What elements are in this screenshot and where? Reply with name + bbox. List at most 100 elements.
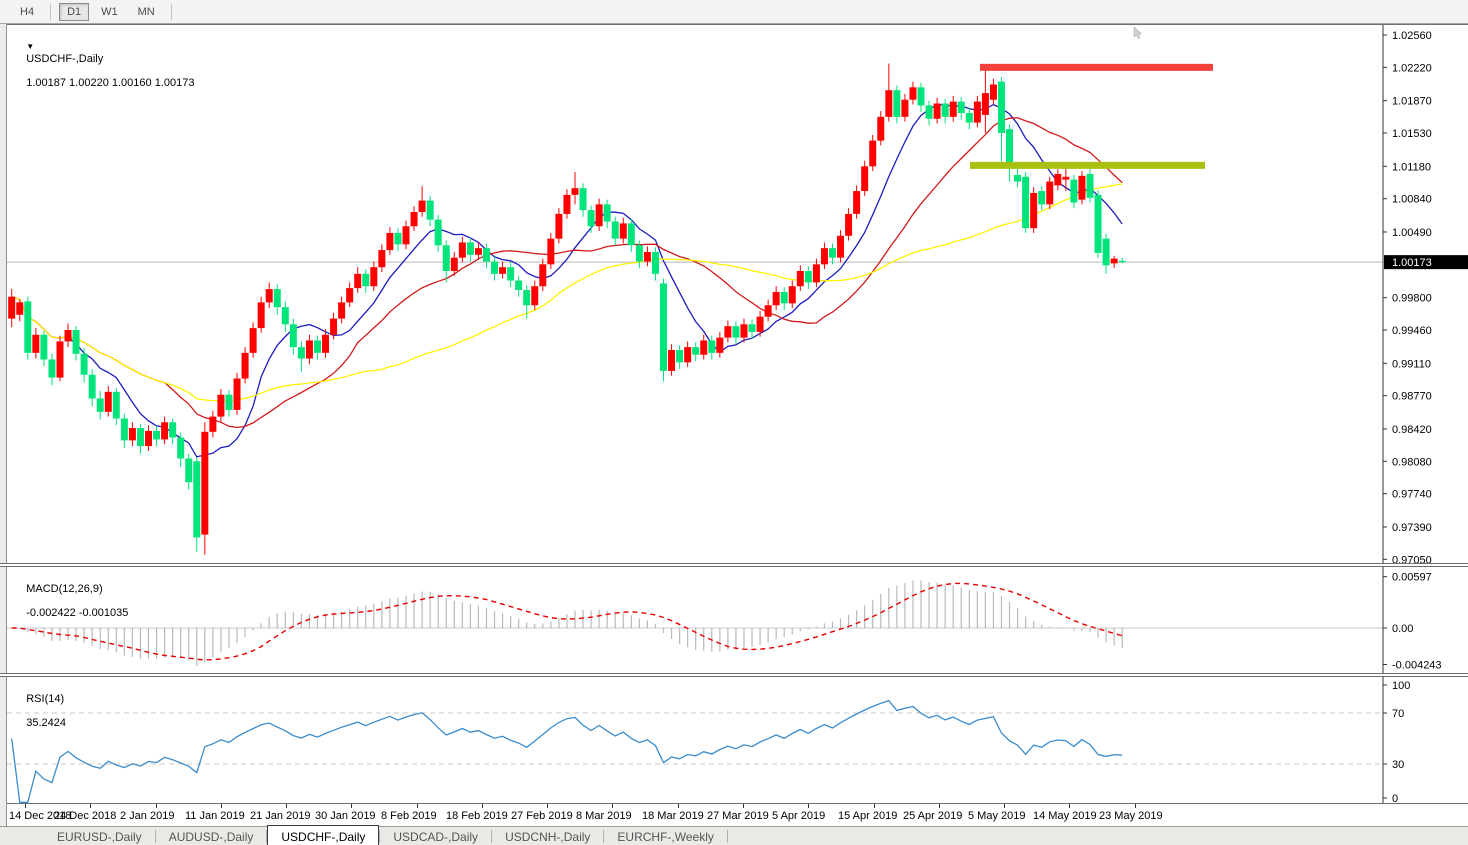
candle-body xyxy=(925,105,933,119)
resistance-line[interactable] xyxy=(980,63,1213,71)
candle-body xyxy=(474,248,482,255)
toolbar-button-d1[interactable]: D1 xyxy=(59,2,90,21)
candle-body xyxy=(161,422,169,440)
candle-body xyxy=(547,238,555,265)
candle-body xyxy=(1110,258,1118,264)
candle-body xyxy=(386,232,394,251)
date-label: 15 Apr 2019 xyxy=(838,810,898,822)
toolbar-button-w1[interactable]: W1 xyxy=(101,5,118,18)
ma-medium-line xyxy=(11,117,1123,429)
support-line[interactable] xyxy=(970,161,1205,169)
candle-body xyxy=(16,302,24,315)
tab-usdcnh[interactable]: USDCNH-,Daily xyxy=(505,830,591,844)
rsi-axis-label: 0 xyxy=(1392,793,1398,803)
candle-body xyxy=(595,204,603,227)
date-label: 5 May 2019 xyxy=(968,810,1026,822)
candle-body xyxy=(225,394,233,410)
price-tick-label: 0.98420 xyxy=(1392,424,1432,436)
tab-separator xyxy=(491,829,493,843)
candle-body xyxy=(563,194,571,214)
candle-body xyxy=(104,391,112,412)
date-tick xyxy=(743,804,744,808)
candle-body xyxy=(112,391,120,419)
date-label: 14 Dec 2018 xyxy=(9,810,72,822)
date-label: 8 Feb 2019 xyxy=(381,810,437,822)
candle-body xyxy=(973,101,981,123)
candle-body xyxy=(788,286,796,304)
panel-splitter-macd[interactable] xyxy=(0,563,1468,567)
candle-body xyxy=(812,264,820,283)
date-tick xyxy=(874,804,875,808)
candle-body xyxy=(901,99,909,117)
price-tick-label: 1.02560 xyxy=(1392,30,1432,42)
candle-body xyxy=(362,273,370,287)
candle-body xyxy=(756,316,764,332)
candle-body xyxy=(716,337,724,353)
date-tick xyxy=(286,804,287,808)
candle-body xyxy=(185,458,193,483)
candle-body xyxy=(1094,194,1102,253)
date-tick xyxy=(25,804,26,808)
current-price-tag-value: 1.00173 xyxy=(1392,257,1432,269)
timeframe-toolbar: H4 D1 W1 MN xyxy=(0,0,1468,24)
candle-body xyxy=(1006,129,1014,163)
candle-body xyxy=(837,235,845,258)
candle-body xyxy=(265,289,273,303)
date-tick xyxy=(351,804,352,808)
panel-splitter-rsi[interactable] xyxy=(0,673,1468,677)
tab-separator xyxy=(726,829,728,843)
candle-body xyxy=(88,374,96,399)
candle-body xyxy=(941,103,949,117)
candle-body xyxy=(1022,176,1030,229)
main-chart-panel: ▼ USDCHF-,Daily 1.00187 1.00220 1.00160 … xyxy=(7,24,1468,564)
candle-body xyxy=(233,378,241,410)
toolbar-button-mn[interactable]: MN xyxy=(137,5,155,18)
macd-axis-label: 0.00597 xyxy=(1392,572,1432,584)
date-label: 11 Jan 2019 xyxy=(185,810,245,822)
candle-body xyxy=(177,437,185,459)
rsi-panel: RSI(14) 35.2424 100 70 30 0 xyxy=(7,677,1468,803)
candle-body xyxy=(571,188,579,195)
candle-body xyxy=(193,461,201,538)
candle-body xyxy=(893,90,901,117)
candle-body xyxy=(1086,173,1094,198)
price-tick-label: 1.02220 xyxy=(1392,62,1432,74)
candle-body xyxy=(96,398,104,412)
date-label: 2 Jan 2019 xyxy=(120,810,175,822)
candle-body xyxy=(668,349,676,371)
candle-body xyxy=(611,221,619,239)
candle-body xyxy=(466,242,474,255)
candle-body xyxy=(772,291,780,306)
macd-label: MACD(12,26,9) -0.002422 -0.001035 xyxy=(26,583,129,619)
candle-body xyxy=(764,305,772,317)
chart-symbol-label: USDCHF-,Daily xyxy=(26,53,104,65)
date-label: 8 Mar 2019 xyxy=(576,810,632,822)
tab-eurchf[interactable]: EURCHF-,Weekly xyxy=(617,830,714,844)
candle-body xyxy=(676,349,684,363)
toolbar-button-h4[interactable]: H4 xyxy=(20,5,35,18)
candle-body xyxy=(434,219,442,246)
candle-body xyxy=(651,251,659,274)
symbol-dropdown-icon[interactable]: ▼ xyxy=(26,42,35,51)
macd-canvas[interactable]: 0.00597 0.00 -0.004243 xyxy=(7,567,1468,673)
ma-fast-line xyxy=(11,103,1123,458)
main-chart-canvas[interactable]: 1.02560 1.02220 1.01870 1.01530 1.01180 1.008… xyxy=(7,25,1468,564)
toolbar-separator xyxy=(170,3,172,20)
date-label: 5 Apr 2019 xyxy=(772,810,826,822)
chart-tab-bar: EURUSD-,Daily AUDUSD-,Daily USDCHF-,Daily U… xyxy=(0,825,1468,845)
candle-body xyxy=(1014,174,1022,182)
price-tick-label: 0.98080 xyxy=(1392,456,1432,468)
candle-body xyxy=(144,430,152,447)
tab-usdcad[interactable]: USDCAD-,Daily xyxy=(393,830,479,844)
tab-audusd[interactable]: AUDUSD-,Daily xyxy=(168,830,254,844)
candle-body xyxy=(64,329,72,342)
tab-eurusd[interactable]: EURUSD-,Daily xyxy=(57,830,142,844)
rsi-axis-label: 100 xyxy=(1392,680,1410,692)
macd-axis-label: 0.00 xyxy=(1392,623,1413,635)
candle-body xyxy=(660,283,668,371)
candle-body xyxy=(410,211,418,227)
macd-panel: MACD(12,26,9) -0.002422 -0.001035 0.0059… xyxy=(7,567,1468,673)
tab-usdchf[interactable]: USDCHF-,Daily xyxy=(267,825,380,845)
rsi-canvas[interactable]: 100 70 30 0 xyxy=(7,677,1468,803)
candle-body xyxy=(209,416,217,432)
